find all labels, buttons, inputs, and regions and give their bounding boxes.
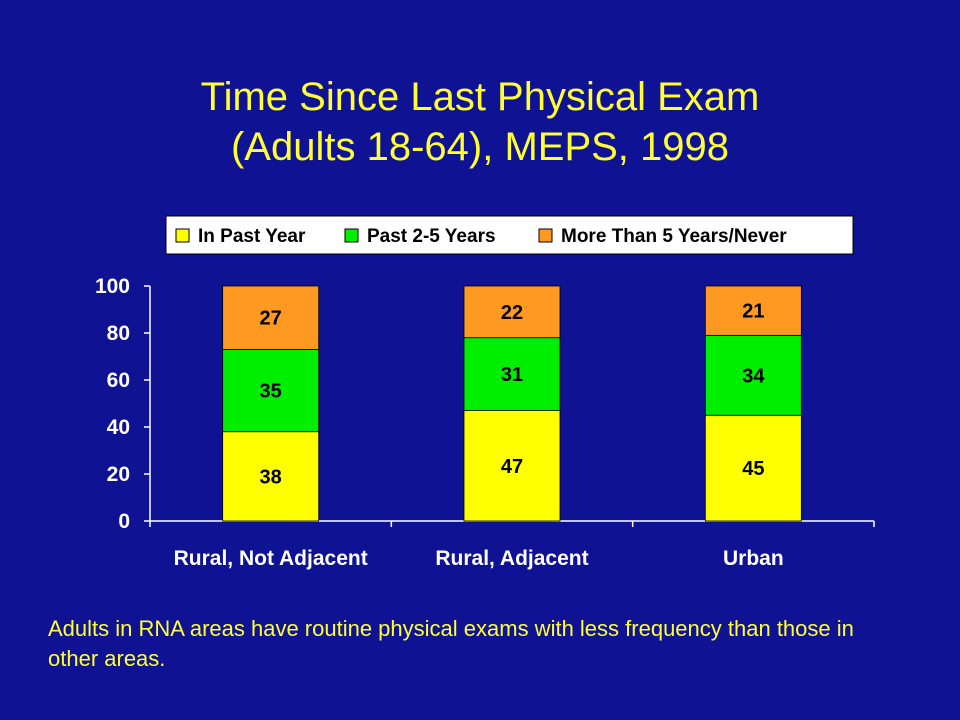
bar-in-past-year xyxy=(704,414,802,522)
data-label: 21 xyxy=(742,301,764,323)
y-tick-label: 40 xyxy=(107,416,130,439)
data-label: 27 xyxy=(260,308,282,330)
y-tick-label: 80 xyxy=(107,322,130,345)
data-label: 47 xyxy=(501,456,523,478)
y-tick-label: 0 xyxy=(118,510,130,533)
chart-title-line-2: (Adults 18-64), MEPS, 1998 xyxy=(230,125,730,169)
bar-in-past-year xyxy=(463,410,561,522)
data-label: 38 xyxy=(260,466,282,488)
y-tick-label: 20 xyxy=(107,463,130,486)
bar-past-2-5-years xyxy=(704,334,802,416)
legend-swatch-in-past-year xyxy=(175,228,190,243)
data-label: 22 xyxy=(501,302,523,324)
bar-more-than-5-years-never xyxy=(222,285,320,350)
legend-swatch-more-than-5-years-never xyxy=(538,228,553,243)
legend-swatch-past-2-5-years xyxy=(344,228,359,243)
plot-area: 0 20 40 60 80 100 38 35 27 Rural, Not Adjacent 47 3… xyxy=(95,275,875,570)
data-label: 31 xyxy=(501,364,523,386)
data-label: 45 xyxy=(742,458,764,480)
x-category-label: Urban xyxy=(723,547,784,570)
legend-label: Past 2-5 Years xyxy=(367,226,496,247)
bar-more-than-5-years-never xyxy=(704,285,802,336)
y-tick-label: 60 xyxy=(107,369,130,392)
data-label: 35 xyxy=(260,381,282,403)
legend-label: More Than 5 Years/Never xyxy=(561,226,787,247)
chart-title: Time Since Last Physical Exam (Adults 18… xyxy=(0,72,960,172)
footnote: Adults in RNA areas have routine physica… xyxy=(48,616,854,671)
chart-title-line-1: Time Since Last Physical Exam xyxy=(200,75,760,119)
data-label: 34 xyxy=(742,365,765,387)
bar-more-than-5-years-never xyxy=(463,285,561,339)
x-category-label: Rural, Adjacent xyxy=(435,547,588,570)
y-tick-label: 100 xyxy=(95,275,130,298)
legend-label: In Past Year xyxy=(198,226,306,247)
x-category-label: Rural, Not Adjacent xyxy=(174,547,368,570)
bar-past-2-5-years xyxy=(463,337,561,411)
chart-legend: In Past Year Past 2-5 Years More Than 5 Ye… xyxy=(165,215,854,255)
legend-box xyxy=(165,215,854,255)
